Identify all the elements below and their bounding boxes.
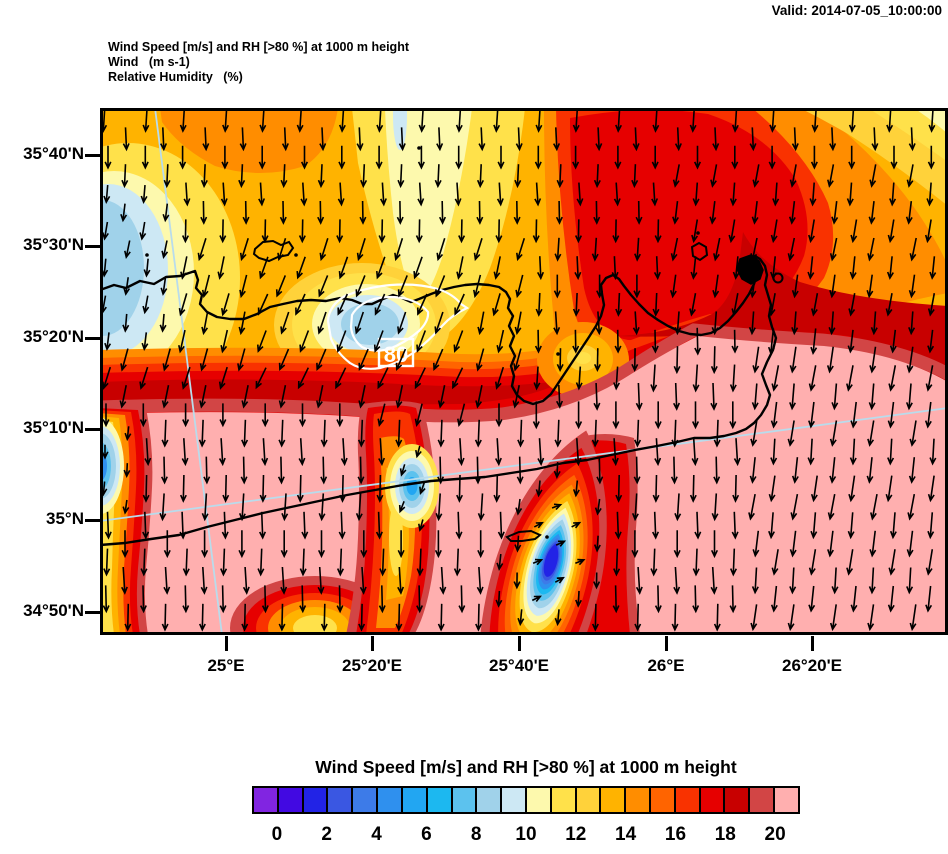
- c-spot-core: [406, 477, 418, 495]
- colorbar-cell-9: [475, 786, 503, 814]
- lon-tick-mark-2: [518, 636, 521, 651]
- colorbar-tick-14: 14: [615, 824, 637, 845]
- lat-tick-mark-1: [85, 245, 100, 248]
- plot-title-line2: Wind (m s-1): [108, 55, 190, 69]
- colorbar-cell-10: [500, 786, 527, 814]
- band-darkred-core: [100, 379, 566, 405]
- colorbar-cell-11: [524, 786, 552, 814]
- colorbar-title: Wind Speed [m/s] and RH [>80 %] at 1000 …: [315, 757, 737, 777]
- wind-field-map: 80: [16, 82, 948, 724]
- ne-islet: [690, 241, 709, 262]
- lat-tick-label-4: 35°N: [46, 509, 84, 528]
- dia-island: [252, 239, 295, 263]
- islet-dot: [294, 253, 298, 257]
- colorbar-tick-2: 2: [321, 824, 332, 845]
- colorbar-cell-17: [673, 786, 701, 814]
- lon-tick-mark-0: [225, 636, 228, 651]
- colorbar-cell-14: [599, 786, 627, 814]
- tc-pale-streak: [385, 108, 472, 304]
- plot-title-line1: Wind Speed [m/s] and RH [>80 %] at 1000 …: [108, 40, 409, 54]
- lon-tick-label-3: 26°E: [647, 656, 685, 675]
- ne-corner-yellow: [868, 108, 948, 162]
- lon-tick-mark-3: [665, 636, 668, 651]
- brick-band: [99, 323, 948, 423]
- colorbar-cell-12: [549, 786, 577, 814]
- colorbar-tick-12: 12: [565, 824, 587, 845]
- colorbar-cell-2: [301, 786, 329, 814]
- nw-orange-blob: [160, 108, 338, 173]
- lat-tick-label-5: 34°50'N: [23, 601, 84, 620]
- colorbar-tick-18: 18: [714, 824, 736, 845]
- c80-lightblue: [341, 303, 399, 345]
- lat-tick-label-1: 35°30'N: [23, 235, 84, 254]
- islet-dot: [145, 253, 149, 257]
- gulf-yellow: [575, 352, 591, 364]
- lat-tick-label-2: 35°20'N: [23, 327, 84, 346]
- colorbar-cell-0: [252, 786, 279, 814]
- colorbar-cell-6: [400, 786, 428, 814]
- colorbar-cell-1: [276, 786, 304, 814]
- colorbar-tick-6: 6: [421, 824, 432, 845]
- south-pink-field: [100, 336, 948, 635]
- islet-dot: [696, 231, 700, 235]
- colorbar-cell-19: [723, 786, 751, 814]
- plot-title-line3: Relative Humidity (%): [108, 70, 243, 84]
- colorbar-cell-8: [450, 786, 478, 814]
- colorbar-tick-4: 4: [371, 824, 382, 845]
- lon-tick-mark-1: [371, 636, 374, 651]
- colorbar-cell-7: [425, 786, 453, 814]
- lon-tick-label-1: 25°20'E: [342, 656, 402, 675]
- chrissi-island: [505, 529, 542, 542]
- islet-dot: [556, 352, 560, 356]
- wake-ring-15: [543, 543, 559, 577]
- colorbar-tick-20: 20: [764, 824, 786, 845]
- map-canvas: 80: [16, 82, 948, 724]
- valid-time-label: Valid: 2014-07-05_10:00:00: [771, 3, 942, 18]
- colorbar-cell-20: [748, 786, 776, 814]
- colorbar-tick-10: 10: [515, 824, 537, 845]
- lat-tick-label-3: 35°10'N: [23, 418, 84, 437]
- islet-dot: [545, 535, 549, 539]
- colorbar-cell-13: [574, 786, 602, 814]
- parallel-gridline-35N: [99, 407, 948, 522]
- colorbar-cell-4: [351, 786, 379, 814]
- colorbar-cell-16: [649, 786, 676, 814]
- lon-tick-label-0: 25°E: [207, 656, 245, 675]
- lat-tick-mark-3: [85, 428, 100, 431]
- rh80-contour-inner: [349, 295, 430, 352]
- plot-title-block: Wind Speed [m/s] and RH [>80 %] at 1000 …: [108, 40, 409, 85]
- lat-tick-label-0: 35°40'N: [23, 144, 84, 163]
- lon-tick-mark-4: [811, 636, 814, 651]
- colorbar-cell-21: [773, 786, 800, 814]
- wind-vectors: [100, 108, 937, 632]
- lat-tick-mark-5: [85, 611, 100, 614]
- lon-tick-label-4: 26°20'E: [782, 656, 842, 675]
- colorbar-cell-3: [326, 786, 354, 814]
- islet-dot: [417, 146, 421, 150]
- lat-tick-mark-2: [85, 337, 100, 340]
- colorbar-tick-8: 8: [470, 824, 482, 845]
- colorbar-cell-18: [698, 786, 726, 814]
- lat-tick-mark-0: [85, 154, 100, 157]
- colorbar-tick-16: 16: [664, 824, 687, 845]
- lon-tick-label-2: 25°40'E: [489, 656, 549, 675]
- colorbar-cell-5: [376, 786, 403, 814]
- colorbar: [252, 786, 800, 814]
- ne-corner-pale: [914, 108, 948, 134]
- lat-tick-mark-4: [85, 519, 100, 522]
- map-border: [100, 108, 948, 635]
- colorbar-tick-0: 0: [271, 824, 283, 845]
- colorbar-cell-15: [624, 786, 651, 814]
